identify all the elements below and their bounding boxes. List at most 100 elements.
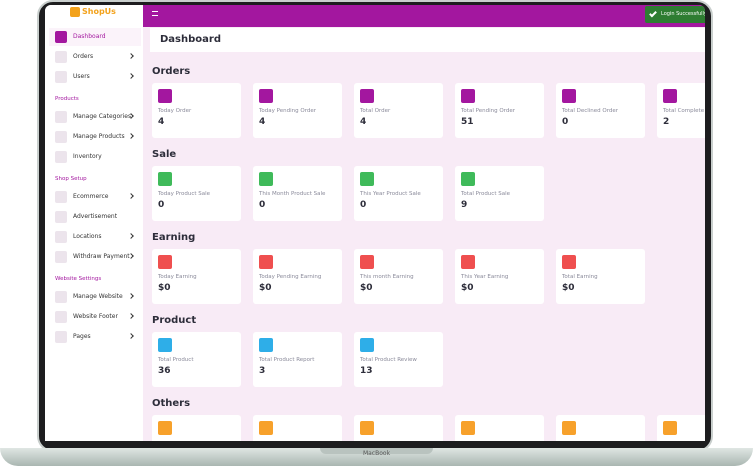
page-header: Dashboard (150, 28, 705, 52)
card-label: This Year Product Sale (360, 191, 421, 197)
card-icon (259, 89, 273, 103)
stat-card[interactable]: Today Product Sale 0 (152, 166, 241, 221)
card-icon (360, 255, 374, 269)
sidebar-item[interactable]: Ecommerce (49, 188, 141, 206)
laptop-base (0, 448, 753, 466)
stat-card[interactable]: Total Product 36 (152, 332, 241, 387)
stat-card[interactable]: This Month Product Sale 0 (253, 166, 342, 221)
sidebar-item[interactable]: Locations (49, 228, 141, 246)
device-label: MacBook (362, 450, 391, 457)
section-title: Earning (152, 232, 196, 243)
stat-card[interactable]: Today Pending Earning $0 (253, 249, 342, 304)
sidebar-item[interactable]: Advertisement (49, 208, 141, 226)
sidebar-label: Ecommerce (73, 193, 109, 200)
card-value: $0 (360, 283, 373, 293)
sidebar-label: Orders (73, 53, 94, 60)
card-icon (360, 421, 374, 435)
stat-card[interactable]: Today Order 4 (152, 83, 241, 138)
card-icon (461, 421, 475, 435)
sidebar-arrow (128, 333, 134, 339)
stat-card[interactable] (657, 415, 705, 441)
sidebar-item[interactable]: Website Footer (49, 308, 141, 326)
card-label: Total Earning (562, 274, 598, 280)
stat-card[interactable] (556, 415, 645, 441)
stat-card[interactable]: Total Order 4 (354, 83, 443, 138)
card-value: 36 (158, 366, 171, 376)
sidebar-item[interactable]: Pages (49, 328, 141, 346)
brand-logo (70, 7, 80, 17)
sidebar-icon (55, 231, 67, 243)
card-value: 4 (360, 117, 367, 127)
card-icon (461, 255, 475, 269)
card-value: 51 (461, 117, 474, 127)
sidebar-icon (55, 251, 67, 263)
sidebar-arrow (128, 73, 134, 79)
card-icon (461, 89, 475, 103)
sidebar-icon (55, 51, 67, 63)
card-icon (663, 421, 677, 435)
card-label: Total Pending Order (461, 108, 515, 114)
sidebar-section-title: Website Settings (55, 276, 102, 282)
card-icon (259, 172, 273, 186)
card-value: 0 (562, 117, 569, 127)
sidebar-arrow (128, 313, 134, 319)
stat-card[interactable]: This month Earning $0 (354, 249, 443, 304)
card-label: Total Order (360, 108, 391, 114)
topbar (143, 5, 705, 27)
sidebar-section-title: Shop Setup (55, 176, 87, 182)
sidebar-label: Dashboard (73, 33, 106, 40)
card-icon (158, 421, 172, 435)
sidebar-icon (55, 31, 67, 43)
sidebar-item[interactable]: Inventory (49, 148, 141, 166)
card-icon (360, 172, 374, 186)
stat-card[interactable]: Today Pending Order 4 (253, 83, 342, 138)
stat-card[interactable]: Total Product Sale 9 (455, 166, 544, 221)
sidebar-icon (55, 331, 67, 343)
sidebar-icon (55, 111, 67, 123)
card-icon (562, 89, 576, 103)
card-icon (562, 421, 576, 435)
stat-card[interactable]: Total Complete Order 2 (657, 83, 705, 138)
card-label: Total Declined Order (562, 108, 619, 114)
stat-card[interactable]: Total Pending Order 51 (455, 83, 544, 138)
card-icon (360, 89, 374, 103)
stat-card[interactable] (455, 415, 544, 441)
laptop-notch (320, 448, 433, 454)
stat-card[interactable]: Today Earning $0 (152, 249, 241, 304)
sidebar-icon (55, 151, 67, 163)
stat-card[interactable]: This Year Product Sale 0 (354, 166, 443, 221)
sidebar-arrow (128, 53, 134, 59)
sidebar-icon (55, 211, 67, 223)
sidebar-item[interactable]: Manage Website (49, 288, 141, 306)
stat-card[interactable] (253, 415, 342, 441)
brand: ShopUs (82, 7, 116, 16)
stat-card[interactable]: This Year Earning $0 (455, 249, 544, 304)
stat-card[interactable]: Total Declined Order 0 (556, 83, 645, 138)
card-label: Today Order (158, 108, 192, 114)
stat-card[interactable]: Total Product Review 13 (354, 332, 443, 387)
sidebar-item[interactable]: Manage Categories (49, 108, 141, 126)
sidebar-item[interactable]: Manage Products (49, 128, 141, 146)
screen: ShopUs Dashboard Orders Users Products Manage… (45, 5, 705, 441)
sidebar-label: Users (73, 73, 90, 80)
card-icon (158, 172, 172, 186)
card-value: 9 (461, 200, 468, 210)
sidebar-label: Locations (73, 233, 102, 240)
card-icon (158, 89, 172, 103)
stat-card[interactable] (354, 415, 443, 441)
sidebar-icon (55, 291, 67, 303)
card-label: Today Product Sale (158, 191, 211, 197)
sidebar-item[interactable]: Withdraw Payment (49, 248, 141, 266)
sidebar-item[interactable]: Dashboard (49, 28, 141, 46)
sidebar-label: Manage Products (73, 133, 125, 140)
sidebar-label: Manage Website (73, 293, 123, 300)
sidebar-label: Manage Categories (73, 113, 132, 120)
sidebar-item[interactable]: Users (49, 68, 141, 86)
card-label: Today Pending Order (259, 108, 317, 114)
sidebar-icon (55, 71, 67, 83)
stat-card[interactable] (152, 415, 241, 441)
stat-card[interactable]: Total Product Report 3 (253, 332, 342, 387)
stat-card[interactable]: Total Earning $0 (556, 249, 645, 304)
sidebar-item[interactable]: Orders (49, 48, 141, 66)
